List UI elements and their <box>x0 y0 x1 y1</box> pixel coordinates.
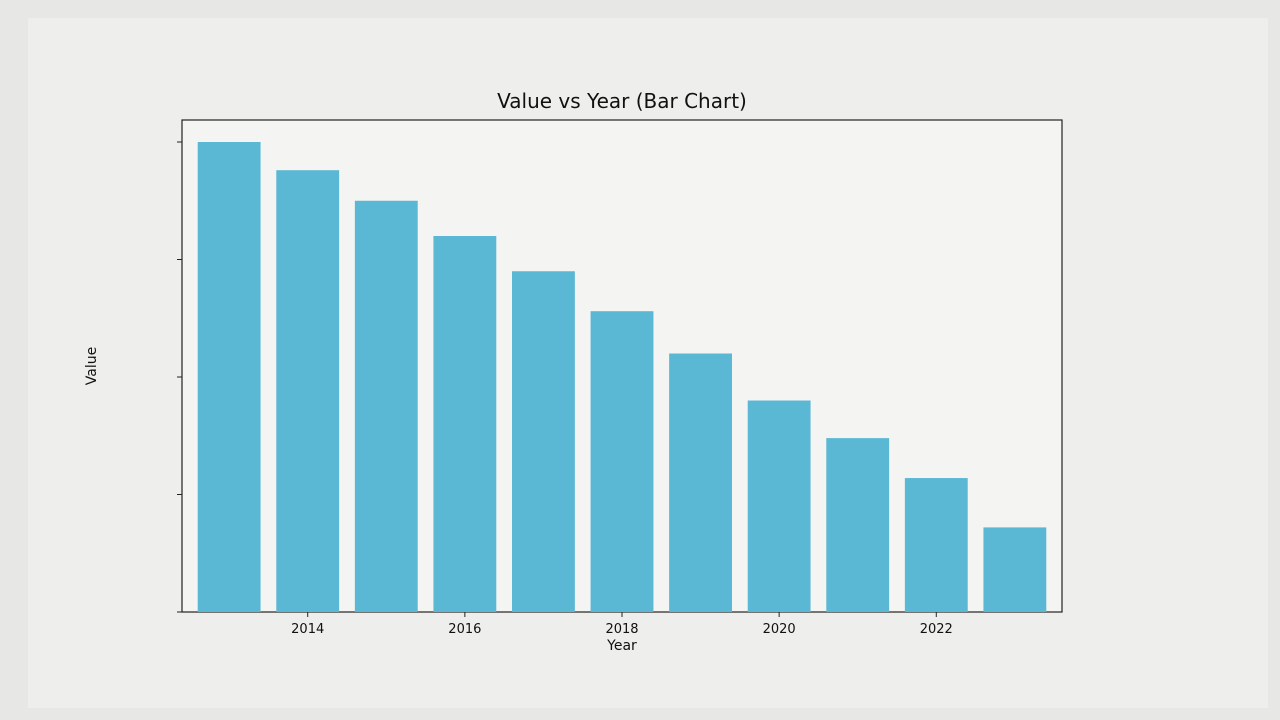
bar-2019 <box>669 353 732 612</box>
bar-2014 <box>276 170 340 612</box>
y-ticks-group <box>177 141 182 613</box>
x-ticks-group: 2014 2016 2018 2020 2022 <box>291 612 953 637</box>
x-tick-label: 2018 <box>605 622 638 637</box>
bar-2013 <box>197 142 261 612</box>
x-tick-label: 2020 <box>763 622 796 637</box>
bar-2021 <box>826 438 890 612</box>
bar-2018 <box>590 311 654 612</box>
bars-group <box>197 142 1047 612</box>
chart-title: Value vs Year (Bar Chart) <box>497 89 747 113</box>
bar-2023 <box>983 527 1047 612</box>
bar-2022 <box>904 478 968 612</box>
x-axis-label: Year <box>606 638 637 654</box>
bar-2020 <box>747 400 811 612</box>
x-tick-label: 2014 <box>291 622 324 637</box>
y-axis-label: Value <box>84 347 100 385</box>
bar-2017 <box>512 271 575 612</box>
x-tick-label: 2022 <box>920 622 953 637</box>
bar-2016 <box>433 236 497 612</box>
bar-2015 <box>354 200 418 612</box>
x-tick-label: 2016 <box>448 622 481 637</box>
